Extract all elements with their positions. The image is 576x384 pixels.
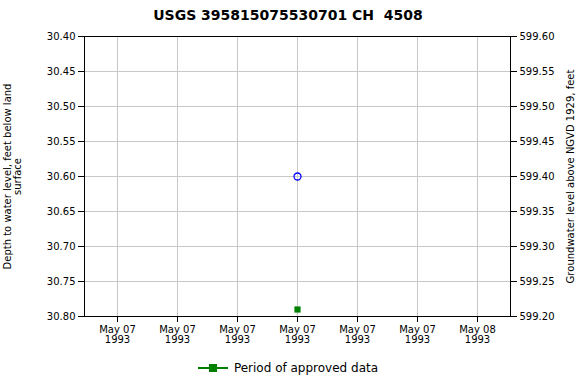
svg-text:May 071993: May 071993 — [339, 324, 376, 345]
svg-text:599.40: 599.40 — [520, 171, 555, 182]
svg-text:599.20: 599.20 — [520, 311, 555, 322]
svg-text:599.50: 599.50 — [520, 101, 555, 112]
svg-text:May 071993: May 071993 — [99, 324, 136, 345]
svg-text:30.80: 30.80 — [47, 311, 76, 322]
svg-text:Depth to water level, feet bel: Depth to water level, feet below landsur… — [2, 84, 23, 270]
svg-text:May 071993: May 071993 — [279, 324, 316, 345]
svg-text:30.70: 30.70 — [47, 241, 76, 252]
svg-text:30.60: 30.60 — [47, 171, 76, 182]
svg-text:30.55: 30.55 — [47, 136, 76, 147]
svg-text:599.35: 599.35 — [520, 206, 555, 217]
svg-text:30.75: 30.75 — [47, 276, 76, 287]
svg-text:May 071993: May 071993 — [219, 324, 256, 345]
html-text:Period of approved data: Period of approved data — [233, 361, 379, 375]
svg-text:30.50: 30.50 — [47, 101, 76, 112]
svg-text:599.25: 599.25 — [520, 276, 555, 287]
svg-text:Groundwater level above NGVD 1: Groundwater level above NGVD 1929, feet — [565, 70, 576, 284]
svg-text:30.65: 30.65 — [47, 206, 76, 217]
svg-text:May 071993: May 071993 — [159, 324, 196, 345]
svg-text:599.45: 599.45 — [520, 136, 555, 147]
svg-text:599.30: 599.30 — [520, 241, 555, 252]
svg-text:May 071993: May 071993 — [399, 324, 436, 345]
svg-text:May 081993: May 081993 — [459, 324, 496, 345]
svg-text:30.45: 30.45 — [47, 66, 76, 77]
svg-text:599.55: 599.55 — [520, 66, 555, 77]
svg-text:599.60: 599.60 — [520, 31, 555, 42]
svg-text:30.40: 30.40 — [47, 31, 76, 42]
html-text:USGS 395815075530701 CH 4508: USGS 395815075530701 CH 4508 — [153, 7, 423, 23]
